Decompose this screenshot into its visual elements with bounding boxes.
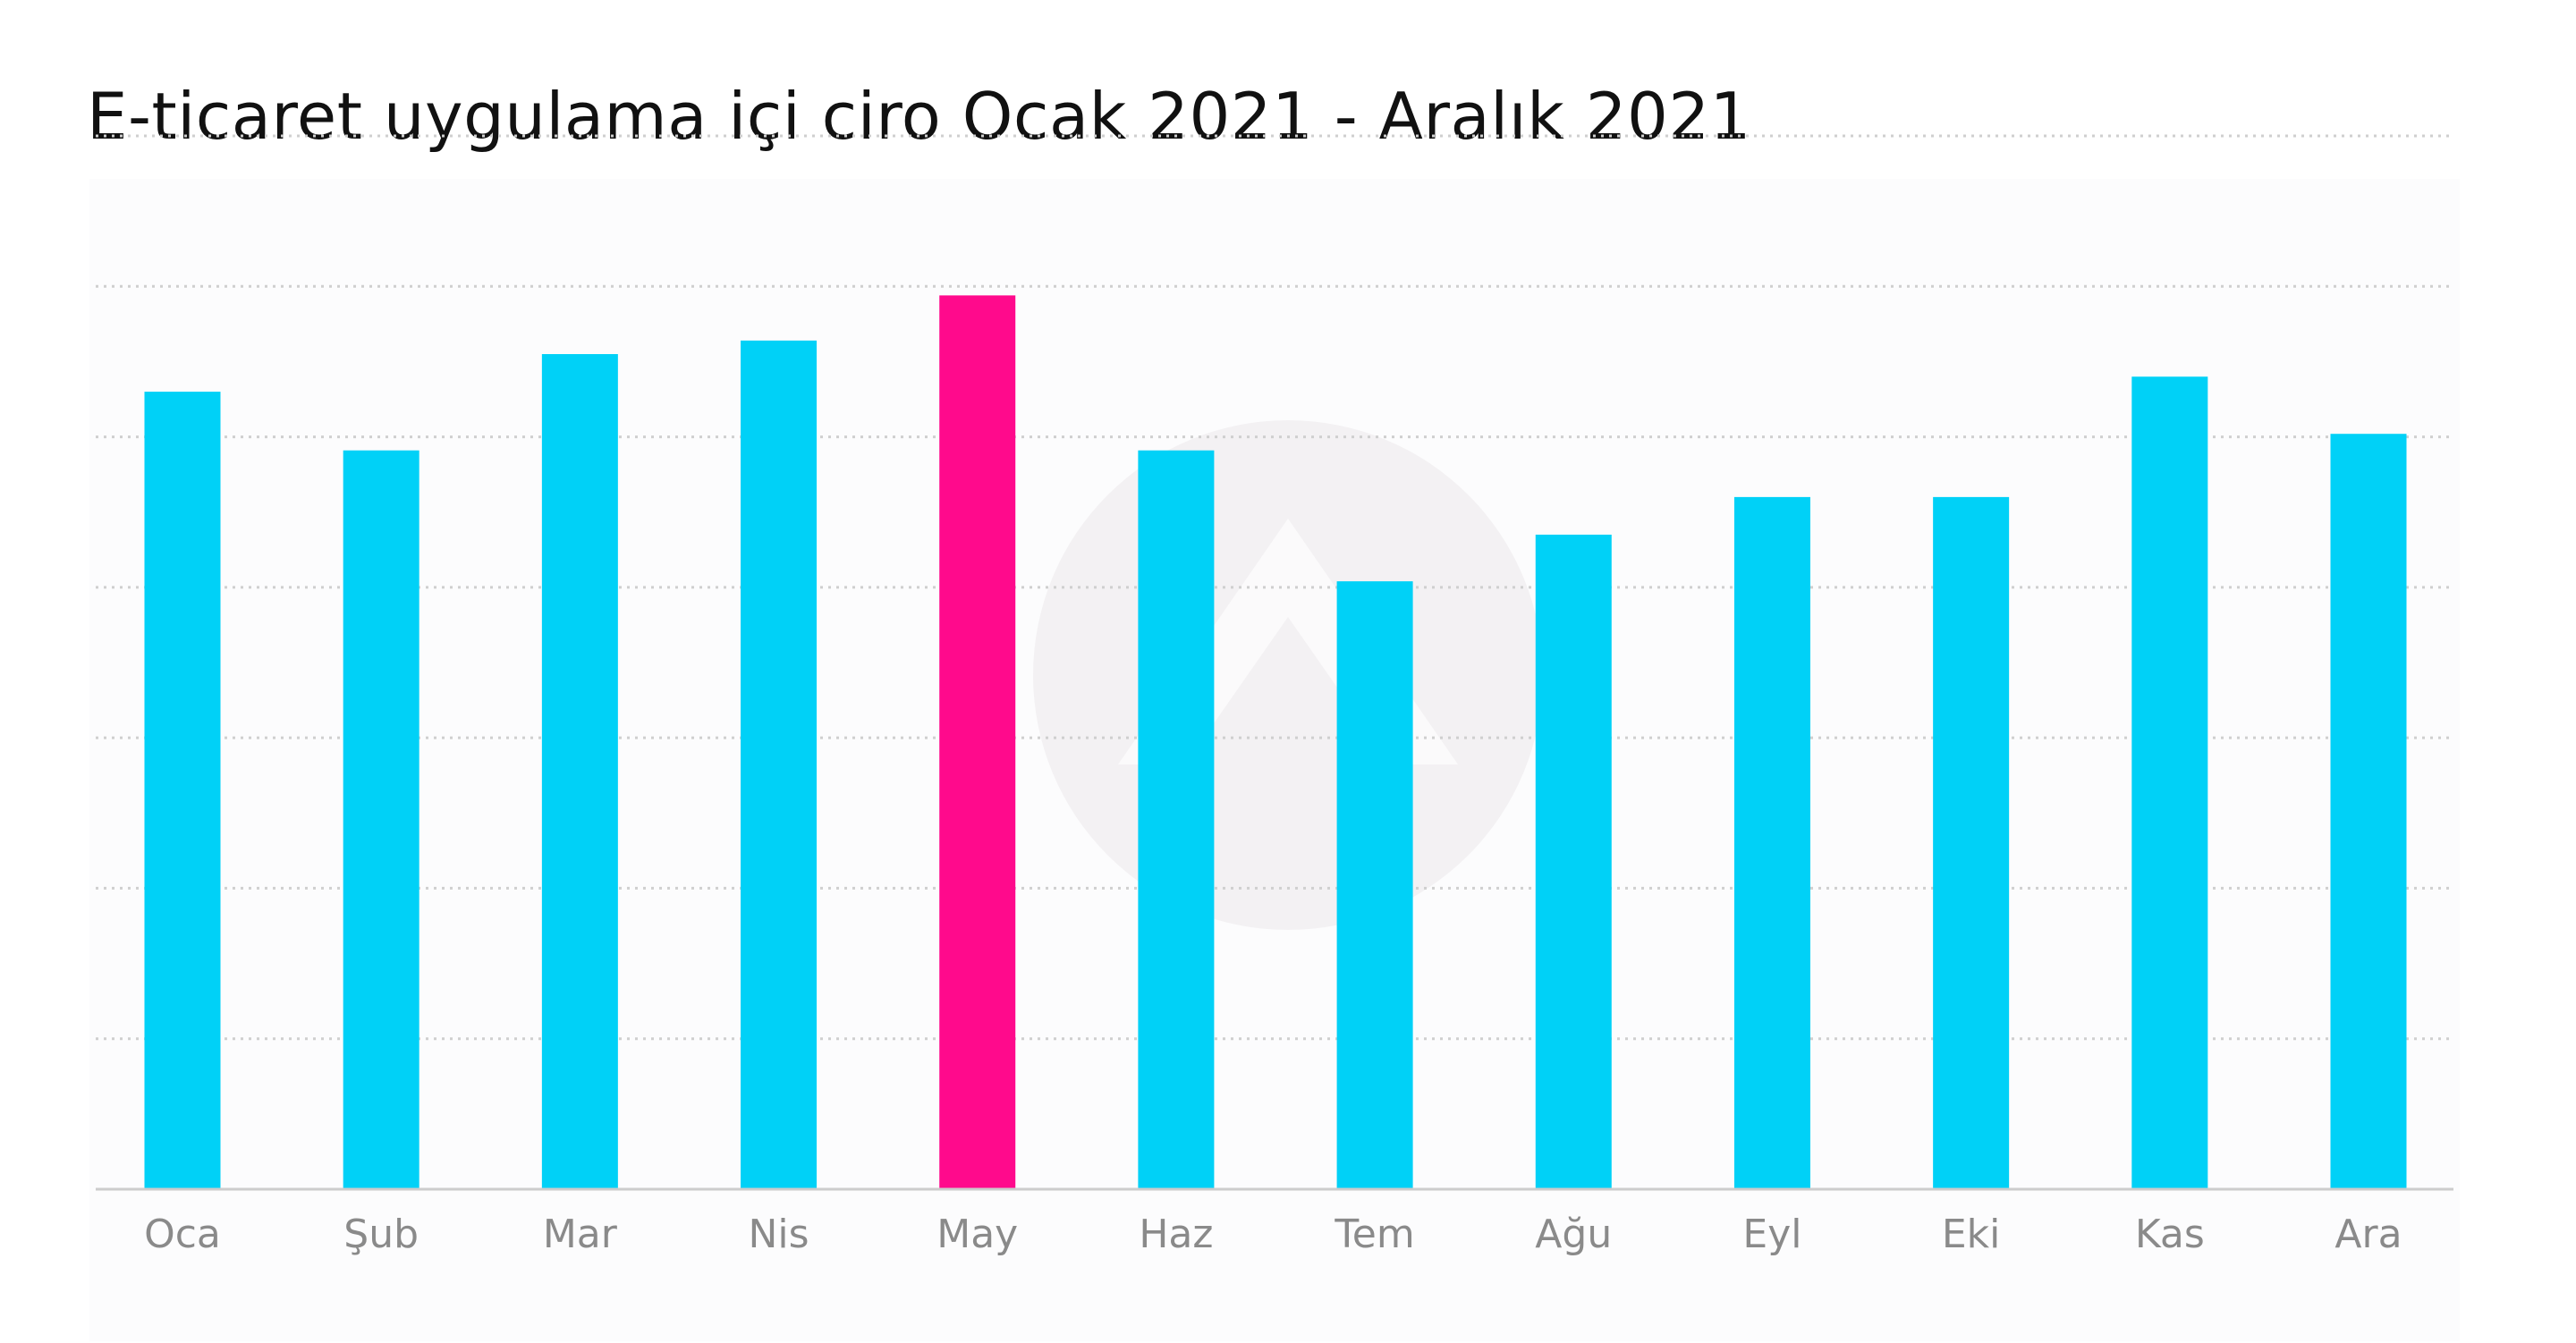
x-tick-label: Eyl (1742, 1212, 1801, 1257)
bar-9 (1933, 496, 2010, 1189)
x-tick-label: Kas (2135, 1212, 2205, 1257)
x-tick-label: Nis (749, 1212, 809, 1257)
x-tick-label: Şub (343, 1212, 419, 1257)
bar-0 (144, 392, 221, 1190)
watermark-logo (1033, 420, 1543, 930)
x-tick-label: Ağu (1535, 1212, 1612, 1257)
bar-6 (1336, 581, 1413, 1189)
bar-11 (2330, 434, 2407, 1190)
x-tick-label: Ara (2334, 1212, 2402, 1257)
bar-5 (1138, 450, 1215, 1189)
x-tick-label: Haz (1139, 1212, 1213, 1257)
bar-1 (343, 450, 419, 1189)
x-tick-label: Tem (1334, 1212, 1414, 1257)
bar-8 (1733, 496, 1810, 1189)
bar-2 (541, 354, 618, 1189)
bar-10 (2131, 376, 2208, 1189)
bar-3 (741, 340, 818, 1190)
bar-4 (939, 295, 1016, 1190)
x-tick-label: Oca (144, 1212, 221, 1257)
x-tick-label: May (936, 1212, 1018, 1257)
x-tick-label: Mar (543, 1212, 618, 1257)
x-tick-label: Eki (1942, 1212, 2001, 1257)
bar-7 (1535, 534, 1612, 1189)
chart-title: E-ticaret uygulama içi ciro Ocak 2021 - … (87, 79, 1751, 154)
